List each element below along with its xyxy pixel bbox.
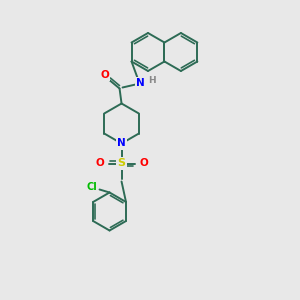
Text: S: S — [118, 158, 125, 169]
Text: Cl: Cl — [86, 182, 97, 191]
Text: O: O — [139, 158, 148, 169]
Text: N: N — [117, 139, 126, 148]
Text: O: O — [100, 70, 109, 80]
Text: O: O — [95, 158, 104, 169]
Text: N: N — [136, 79, 145, 88]
Text: H: H — [148, 76, 155, 85]
